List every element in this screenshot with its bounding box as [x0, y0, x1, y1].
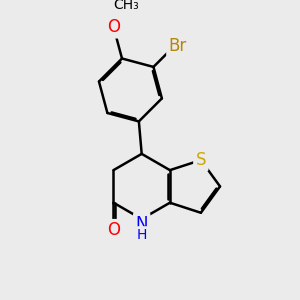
Text: O: O: [107, 18, 120, 36]
Text: O: O: [107, 221, 120, 239]
Text: N: N: [135, 214, 148, 232]
Text: H: H: [136, 228, 147, 242]
Text: S: S: [196, 151, 206, 169]
Text: Br: Br: [169, 37, 187, 55]
Text: CH₃: CH₃: [113, 0, 139, 12]
